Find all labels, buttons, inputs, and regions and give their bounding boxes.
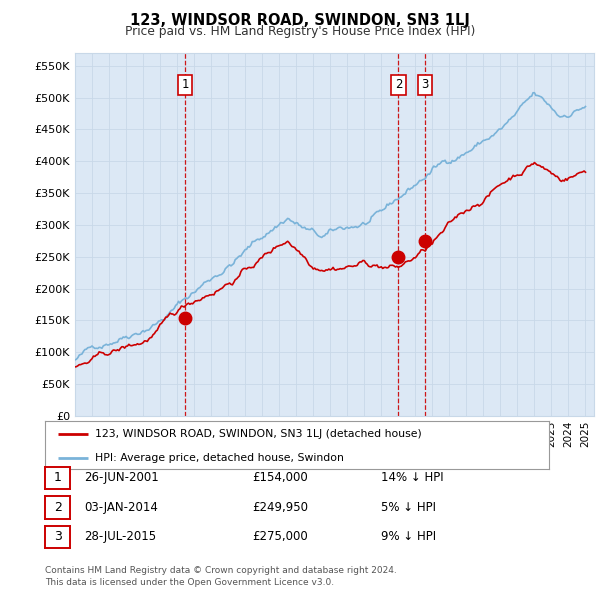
Text: 123, WINDSOR ROAD, SWINDON, SN3 1LJ (detached house): 123, WINDSOR ROAD, SWINDON, SN3 1LJ (det… [95,429,422,439]
Text: Price paid vs. HM Land Registry's House Price Index (HPI): Price paid vs. HM Land Registry's House … [125,25,475,38]
Text: 1: 1 [182,78,189,91]
Text: 3: 3 [53,530,62,543]
Text: 9% ↓ HPI: 9% ↓ HPI [381,530,436,543]
Text: 2: 2 [53,501,62,514]
Text: 3: 3 [421,78,429,91]
Text: £275,000: £275,000 [252,530,308,543]
Text: 2: 2 [395,78,402,91]
Text: 26-JUN-2001: 26-JUN-2001 [84,471,159,484]
Text: HPI: Average price, detached house, Swindon: HPI: Average price, detached house, Swin… [95,453,344,463]
Text: 14% ↓ HPI: 14% ↓ HPI [381,471,443,484]
Text: 28-JUL-2015: 28-JUL-2015 [84,530,156,543]
Text: 123, WINDSOR ROAD, SWINDON, SN3 1LJ: 123, WINDSOR ROAD, SWINDON, SN3 1LJ [130,13,470,28]
Text: Contains HM Land Registry data © Crown copyright and database right 2024.
This d: Contains HM Land Registry data © Crown c… [45,566,397,587]
Text: £249,950: £249,950 [252,501,308,514]
Text: 1: 1 [53,471,62,484]
Text: £154,000: £154,000 [252,471,308,484]
Text: 03-JAN-2014: 03-JAN-2014 [84,501,158,514]
Text: 5% ↓ HPI: 5% ↓ HPI [381,501,436,514]
